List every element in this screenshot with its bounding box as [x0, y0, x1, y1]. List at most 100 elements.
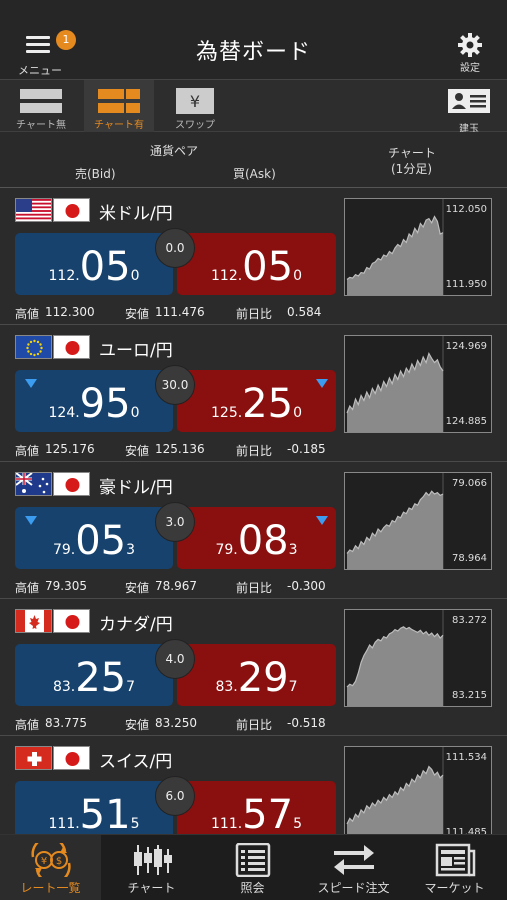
low-label: 安値 — [125, 444, 150, 458]
menu-button[interactable]: メニュー — [14, 26, 64, 77]
settings-button[interactable]: 設定 — [448, 32, 492, 76]
currency-pair-row[interactable]: スイス/円 111.515 111.575 6.0 111.534 111.485 — [0, 736, 507, 834]
svg-text:$: $ — [55, 856, 61, 867]
view-mode-with-chart[interactable]: チャート有 — [84, 80, 154, 132]
currency-pair-row[interactable]: カナダ/円 83.257 83.297 4.0 高値 83.775 安値 83.250 前日比 -… — [0, 599, 507, 736]
nav-label: スピード注文 — [317, 881, 390, 895]
bid-price: 111.515 — [48, 792, 140, 834]
bid-button[interactable]: 111.515 — [15, 781, 173, 834]
nav-inquiry[interactable]: 照会 — [202, 835, 303, 900]
low-label: 安値 — [125, 307, 150, 321]
view-mode-label: スワップ — [175, 120, 215, 131]
price-sparkline — [346, 747, 444, 834]
change-label: 前日比 — [236, 581, 273, 595]
ask-button[interactable]: 112.050 — [177, 233, 336, 295]
nav-label: 照会 — [240, 881, 265, 895]
ask-price: 83.297 — [215, 655, 298, 701]
chart-high: 112.050 — [445, 204, 487, 215]
chart-low: 111.950 — [445, 279, 487, 290]
pair-name: ユーロ/円 — [99, 341, 173, 361]
flag-us-icon — [15, 198, 52, 222]
col-chart-interval: (1分足) — [391, 162, 432, 176]
mini-chart[interactable]: 83.272 83.215 — [344, 609, 492, 707]
flag-eu-icon — [15, 335, 52, 359]
pair-name: スイス/円 — [99, 752, 173, 772]
bid-button[interactable]: 83.257 — [15, 644, 173, 706]
high-value: 112.300 — [45, 305, 95, 319]
pair-flags — [15, 746, 91, 770]
mini-chart[interactable]: 112.050 111.950 — [344, 198, 492, 296]
svg-text:¥: ¥ — [40, 856, 46, 867]
high-value: 79.305 — [45, 579, 87, 593]
gear-icon — [458, 33, 482, 57]
chart-low: 78.964 — [452, 553, 487, 564]
col-pair: 通貨ペア — [150, 144, 199, 158]
mini-chart[interactable]: 111.534 111.485 — [344, 746, 492, 834]
change-value: -0.185 — [287, 442, 326, 456]
flag-ch-icon — [15, 746, 52, 770]
change-value: 0.584 — [287, 305, 322, 319]
pair-name: 米ドル/円 — [99, 204, 173, 224]
currency-pair-row[interactable]: ユーロ/円 124.950 125.250 30.0 高値 125.176 安値 125.13… — [0, 325, 507, 462]
ask-price: 112.050 — [211, 244, 302, 290]
chart-high: 111.534 — [445, 752, 487, 763]
flag-jp-icon — [53, 335, 90, 359]
view-mode-no-chart[interactable]: チャート無 — [6, 80, 76, 132]
nav-speed-order[interactable]: スピード注文 — [303, 835, 404, 900]
bid-button[interactable]: 112.050 — [15, 233, 173, 295]
price-sparkline — [346, 473, 444, 569]
high-value: 125.176 — [45, 442, 95, 456]
ask-price: 79.083 — [215, 518, 298, 564]
nav-rate-list[interactable]: ¥ $ レート一覧 — [0, 835, 101, 900]
low-value: 125.136 — [155, 442, 205, 456]
speed-order-arrows-icon — [333, 845, 374, 875]
change-value: -0.518 — [287, 716, 326, 730]
currency-pair-row[interactable]: 米ドル/円 112.050 112.050 0.0 高値 112.300 安値 111.476… — [0, 188, 507, 325]
mini-chart[interactable]: 79.066 78.964 — [344, 472, 492, 570]
low-label: 安値 — [125, 581, 150, 595]
high-label: 高値 — [15, 444, 40, 458]
mini-chart[interactable]: 124.969 124.885 — [344, 335, 492, 433]
pair-name: 豪ドル/円 — [99, 478, 173, 498]
nav-chart[interactable]: チャート — [101, 835, 202, 900]
change-label: 前日比 — [236, 307, 273, 321]
ask-button[interactable]: 111.575 — [177, 781, 336, 834]
id-card-icon — [448, 89, 490, 113]
position-label: 建玉 — [459, 124, 479, 135]
currency-pair-row[interactable]: 豪ドル/円 79.053 79.083 3.0 高値 79.305 安値 78.967 前日比 -… — [0, 462, 507, 599]
bid-button[interactable]: 79.053 — [15, 507, 173, 569]
currency-exchange-icon: ¥ $ — [30, 843, 71, 877]
nav-market[interactable]: マーケット — [404, 835, 505, 900]
spread-badge: 4.0 — [155, 639, 195, 679]
ask-price: 111.575 — [211, 792, 302, 834]
nav-label: レート一覧 — [20, 881, 81, 895]
col-ask: 買(Ask) — [233, 167, 276, 181]
newspaper-icon — [435, 843, 475, 877]
chart-high: 124.969 — [445, 341, 487, 352]
ask-button[interactable]: 83.297 — [177, 644, 336, 706]
yen-icon: ¥ — [176, 88, 214, 114]
high-value: 83.775 — [45, 716, 87, 730]
low-value: 83.250 — [155, 716, 197, 730]
price-sparkline — [346, 610, 444, 706]
chart-high: 79.066 — [452, 478, 487, 489]
notification-badge: 1 — [56, 30, 76, 50]
col-chart: チャート — [388, 146, 436, 160]
column-header: 通貨ペア 売(Bid) 買(Ask) チャート (1分足) — [0, 132, 507, 188]
position-button[interactable]: 建玉 — [446, 88, 492, 135]
high-label: 高値 — [15, 307, 40, 321]
down-arrow-icon — [25, 379, 37, 388]
flag-au-icon — [15, 472, 52, 496]
hamburger-icon — [26, 36, 50, 39]
bid-button[interactable]: 124.950 — [15, 370, 173, 432]
menu-label: メニュー — [18, 64, 62, 77]
ask-button[interactable]: 79.083 — [177, 507, 336, 569]
view-mode-swap[interactable]: ¥ スワップ — [160, 80, 230, 132]
price-sparkline — [346, 336, 444, 432]
ask-button[interactable]: 125.250 — [177, 370, 336, 432]
spread-badge: 30.0 — [155, 365, 195, 405]
bid-price: 112.050 — [48, 244, 140, 290]
bid-price: 124.950 — [48, 381, 140, 427]
pair-flags — [15, 198, 91, 222]
high-label: 高値 — [15, 581, 40, 595]
